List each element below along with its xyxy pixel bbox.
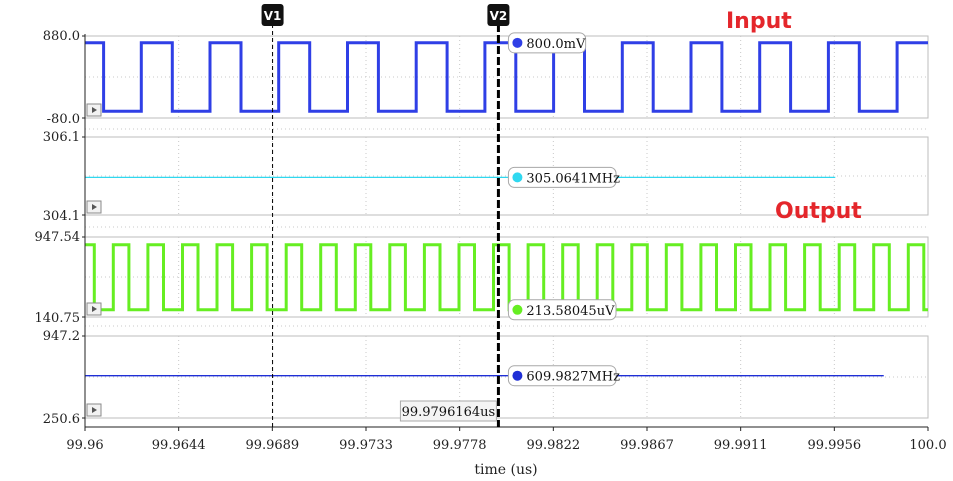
cursors[interactable]: V1 V2 99.9796164us <box>261 4 510 427</box>
y-tick-label: -80.0 <box>47 112 80 127</box>
x-tick-label: 100.0 <box>909 438 946 453</box>
x-tick-label: 99.9778 <box>433 438 487 453</box>
marker-dot[interactable] <box>512 37 523 48</box>
y-tick-label: 306.1 <box>43 130 80 145</box>
y-tick-label: 947.54 <box>35 230 81 245</box>
marker-dot[interactable] <box>512 370 523 381</box>
x-axis-label: time (us) <box>474 462 537 478</box>
x-tick-label: 99.96 <box>66 438 103 453</box>
output-annotation: Output <box>775 199 862 224</box>
cursor-readout: 99.9796164us <box>402 405 496 420</box>
marker-dot[interactable] <box>512 172 523 183</box>
x-tick-label: 99.9689 <box>245 438 299 453</box>
x-tick-label: 99.9822 <box>526 438 580 453</box>
input-annotation: Input <box>726 9 792 34</box>
marker-label-box <box>507 365 617 387</box>
x-tick-label: 99.9911 <box>714 438 768 453</box>
y-tick-label: 250.6 <box>43 412 80 427</box>
cursor-v1-tag[interactable] <box>261 4 284 26</box>
y-tick-label: 947.2 <box>43 329 80 344</box>
x-tick-label: 99.9644 <box>152 438 206 453</box>
cursor-v2-tag[interactable] <box>487 4 510 26</box>
y-tick-label: 304.1 <box>43 209 80 224</box>
cursor-v2-label: V2 <box>490 9 508 23</box>
marker-value: 609.9827MHz <box>526 370 620 385</box>
play-icon <box>92 407 97 413</box>
trace-panel-1 <box>85 41 928 113</box>
x-tick-label: 99.9956 <box>807 438 861 453</box>
play-icon <box>92 306 97 312</box>
x-tick-label: 99.9733 <box>339 438 393 453</box>
traces <box>85 41 928 377</box>
cursor-readout-box <box>399 400 497 422</box>
y-tick-label: 880.0 <box>43 29 80 44</box>
play-icon <box>92 107 97 113</box>
marker-label-box <box>507 166 617 188</box>
grid <box>84 35 929 419</box>
marker-label-box <box>507 32 587 54</box>
play-icon <box>92 204 97 210</box>
x-tick-label: 99.9867 <box>620 438 674 453</box>
y-tick-label: 140.75 <box>35 311 81 326</box>
markers[interactable]: 800.0mV 305.0641MHz 213.58045uV 609.9827MHz <box>507 32 620 387</box>
marker-value: 213.58045uV <box>526 304 615 319</box>
trace-panel-3 <box>85 243 928 312</box>
axes: 880.0 -80.0 306.1 304.1 947.54 140.75 947.2 250… <box>35 29 947 453</box>
marker-value: 305.0641MHz <box>526 171 620 186</box>
marker-dot[interactable] <box>512 304 523 315</box>
marker-value: 800.0mV <box>526 37 586 52</box>
marker-label-box <box>507 299 617 321</box>
cursor-v1-label: V1 <box>264 9 282 23</box>
